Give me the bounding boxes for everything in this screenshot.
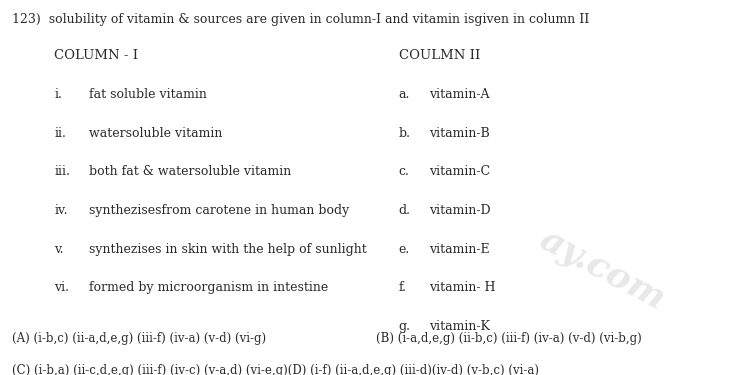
Text: watersoluble vitamin: watersoluble vitamin [89,127,222,140]
Text: COULMN II: COULMN II [399,49,480,62]
Text: c.: c. [399,165,409,178]
Text: ay.com: ay.com [533,223,670,317]
Text: v.: v. [54,243,64,256]
Text: vitamin-D: vitamin-D [429,204,490,217]
Text: iv.: iv. [54,204,68,217]
Text: b.: b. [399,127,411,140]
Text: iii.: iii. [54,165,70,178]
Text: synthezisesfrom carotene in human body: synthezisesfrom carotene in human body [89,204,349,217]
Text: i.: i. [54,88,62,101]
Text: formed by microorganism in intestine: formed by microorganism in intestine [89,281,328,294]
Text: vi.: vi. [54,281,69,294]
Text: vitamin-C: vitamin-C [429,165,490,178]
Text: vitamin- H: vitamin- H [429,281,495,294]
Text: 123)  solubility of vitamin & sources are given in column-I and vitamin isgiven : 123) solubility of vitamin & sources are… [12,13,590,26]
Text: e.: e. [399,243,410,256]
Text: ii.: ii. [54,127,66,140]
Text: vitamin-K: vitamin-K [429,320,490,333]
Text: f.: f. [399,281,407,294]
Text: (C) (i-b,a) (ii-c,d,e,g) (iii-f) (iv-c) (v-a,d) (vi-e,g)(D) (i-f) (ii-a,d,e,g) (: (C) (i-b,a) (ii-c,d,e,g) (iii-f) (iv-c) … [12,364,539,375]
Text: vitamin-E: vitamin-E [429,243,490,256]
Text: a.: a. [399,88,410,101]
Text: vitamin-A: vitamin-A [429,88,489,101]
Text: (B) (i-a,d,e,g) (ii-b,c) (iii-f) (iv-a) (v-d) (vi-b,g): (B) (i-a,d,e,g) (ii-b,c) (iii-f) (iv-a) … [376,332,641,345]
Text: vitamin-B: vitamin-B [429,127,490,140]
Text: both fat & watersoluble vitamin: both fat & watersoluble vitamin [89,165,291,178]
Text: d.: d. [399,204,411,217]
Text: (A) (i-b,c) (ii-a,d,e,g) (iii-f) (iv-a) (v-d) (vi-g): (A) (i-b,c) (ii-a,d,e,g) (iii-f) (iv-a) … [12,332,266,345]
Text: fat soluble vitamin: fat soluble vitamin [89,88,207,101]
Text: COLUMN - I: COLUMN - I [54,49,138,62]
Text: g.: g. [399,320,411,333]
Text: synthezises in skin with the help of sunlight: synthezises in skin with the help of sun… [89,243,366,256]
